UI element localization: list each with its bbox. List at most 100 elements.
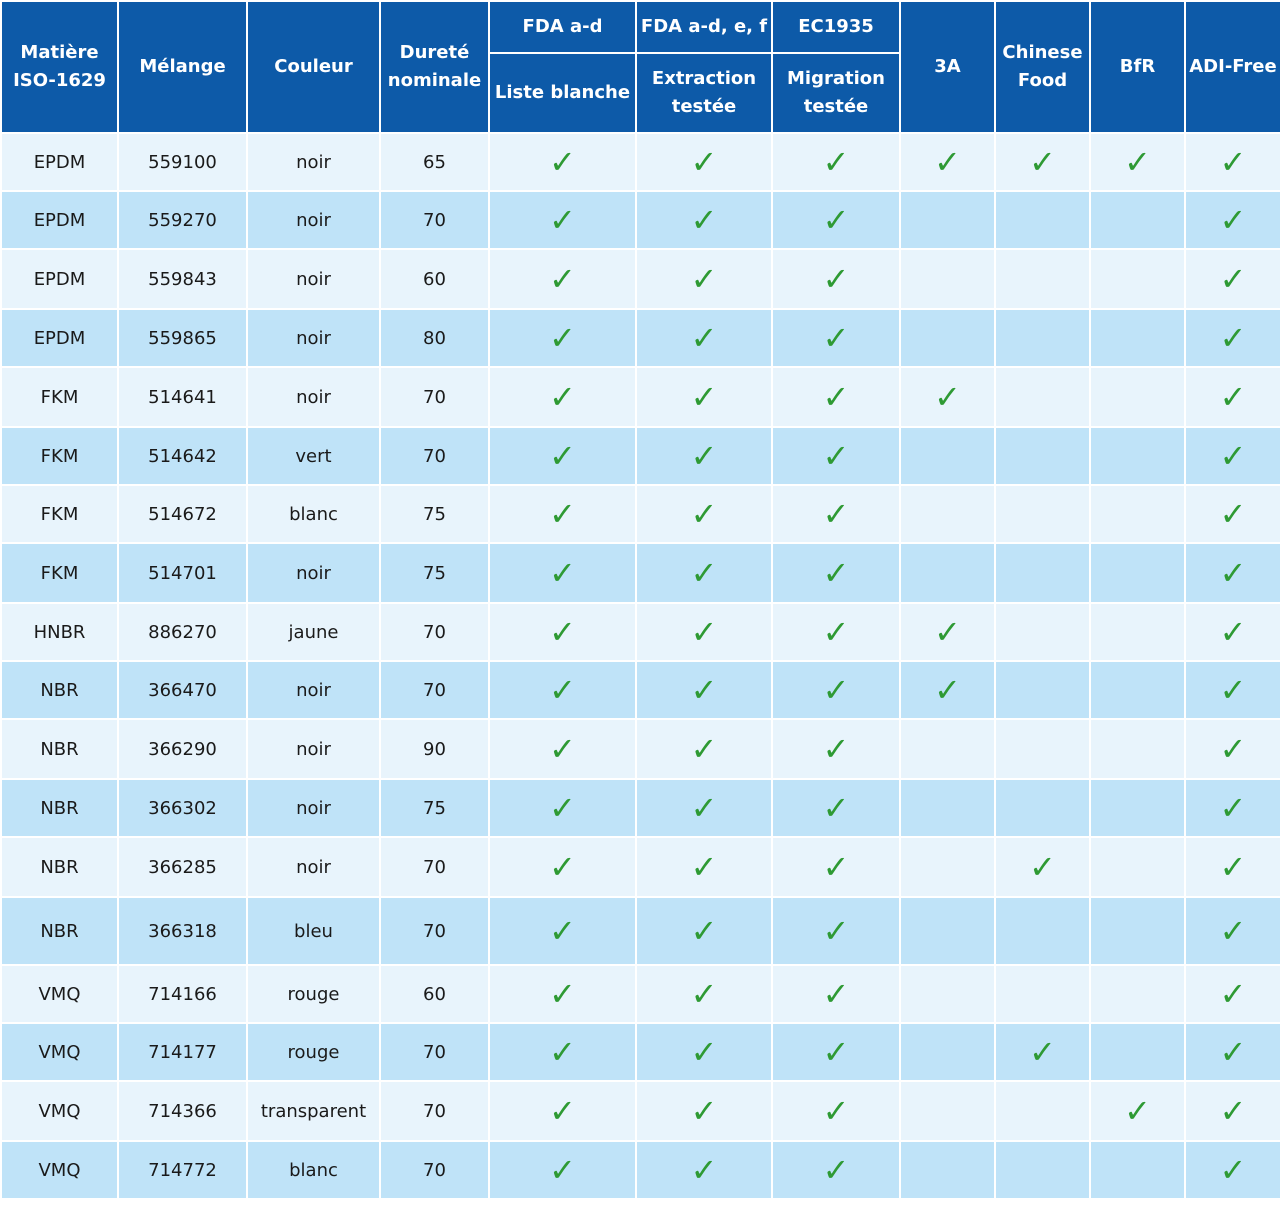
table-row: VMQ 714166 rouge 60 ✓ ✓ ✓ ✓ xyxy=(0,964,1280,1024)
cell-couleur: noir xyxy=(246,308,381,368)
cell-couleur: transparent xyxy=(246,1080,381,1142)
cell-melange: 514642 xyxy=(117,426,248,486)
checkmark-icon: ✓ xyxy=(1219,730,1247,768)
cell-ec1935: ✓ xyxy=(771,778,901,838)
cell-3a xyxy=(899,896,996,966)
cell-fda-adef: ✓ xyxy=(635,896,773,966)
cell-3a: ✓ xyxy=(899,132,996,192)
cell-adi-free: ✓ xyxy=(1184,542,1280,604)
checkmark-icon: ✓ xyxy=(690,789,718,827)
checkmark-icon: ✓ xyxy=(822,730,850,768)
cell-3a: ✓ xyxy=(899,660,996,720)
table-row: EPDM 559270 noir 70 ✓ ✓ ✓ ✓ xyxy=(0,190,1280,250)
checkmark-icon: ✓ xyxy=(1219,1033,1247,1071)
cell-matiere: EPDM xyxy=(0,308,119,368)
cell-durete: 80 xyxy=(379,308,490,368)
cell-ec1935: ✓ xyxy=(771,896,901,966)
cell-matiere: NBR xyxy=(0,778,119,838)
cell-adi-free: ✓ xyxy=(1184,896,1280,966)
cell-fda-adef: ✓ xyxy=(635,542,773,604)
cell-3a xyxy=(899,1080,996,1142)
cell-ec1935: ✓ xyxy=(771,190,901,250)
cell-durete: 60 xyxy=(379,964,490,1024)
cell-adi-free: ✓ xyxy=(1184,718,1280,780)
header-adi-free: ADI-Free xyxy=(1184,0,1280,134)
cell-melange: 366290 xyxy=(117,718,248,780)
cell-ec1935: ✓ xyxy=(771,836,901,898)
checkmark-icon: ✓ xyxy=(822,437,850,475)
table-row: HNBR 886270 jaune 70 ✓ ✓ ✓ ✓ ✓ xyxy=(0,602,1280,662)
cell-bfr xyxy=(1089,542,1186,604)
cell-bfr: ✓ xyxy=(1089,132,1186,192)
cell-chinese-food xyxy=(994,426,1091,486)
cell-fda-ad: ✓ xyxy=(488,718,637,780)
header-extraction: Extraction testée xyxy=(635,52,773,134)
table-header: Matière ISO-1629 Mélange Couleur Dureté … xyxy=(0,0,1280,134)
cell-couleur: blanc xyxy=(246,1140,381,1200)
cell-matiere: FKM xyxy=(0,542,119,604)
cell-ec1935: ✓ xyxy=(771,366,901,428)
cell-fda-ad: ✓ xyxy=(488,190,637,250)
checkmark-icon: ✓ xyxy=(934,613,961,651)
cell-matiere: EPDM xyxy=(0,190,119,250)
cell-bfr xyxy=(1089,836,1186,898)
cell-fda-ad: ✓ xyxy=(488,778,637,838)
cell-adi-free: ✓ xyxy=(1184,484,1280,544)
cell-fda-adef: ✓ xyxy=(635,366,773,428)
cell-fda-adef: ✓ xyxy=(635,132,773,192)
checkmark-icon: ✓ xyxy=(1029,848,1056,886)
cell-fda-ad: ✓ xyxy=(488,1022,637,1082)
header-fda-ad: FDA a-d xyxy=(488,0,637,54)
checkmark-icon: ✓ xyxy=(549,975,576,1013)
cell-3a xyxy=(899,426,996,486)
cell-couleur: noir xyxy=(246,778,381,838)
cell-matiere: HNBR xyxy=(0,602,119,662)
cell-adi-free: ✓ xyxy=(1184,1080,1280,1142)
cell-matiere: NBR xyxy=(0,836,119,898)
table-row: NBR 366318 bleu 70 ✓ ✓ ✓ ✓ xyxy=(0,896,1280,966)
cell-3a xyxy=(899,484,996,544)
checkmark-icon: ✓ xyxy=(690,848,718,886)
checkmark-icon: ✓ xyxy=(549,201,576,239)
cell-matiere: NBR xyxy=(0,660,119,720)
cell-ec1935: ✓ xyxy=(771,426,901,486)
cell-chinese-food: ✓ xyxy=(994,132,1091,192)
cell-fda-ad: ✓ xyxy=(488,308,637,368)
cell-melange: 514701 xyxy=(117,542,248,604)
cell-fda-ad: ✓ xyxy=(488,426,637,486)
checkmark-icon: ✓ xyxy=(690,730,718,768)
cell-bfr xyxy=(1089,718,1186,780)
cell-adi-free: ✓ xyxy=(1184,248,1280,310)
cell-durete: 75 xyxy=(379,484,490,544)
checkmark-icon: ✓ xyxy=(822,613,850,651)
checkmark-icon: ✓ xyxy=(549,319,576,357)
cell-bfr xyxy=(1089,308,1186,368)
cell-adi-free: ✓ xyxy=(1184,366,1280,428)
cell-3a xyxy=(899,836,996,898)
checkmark-icon: ✓ xyxy=(822,1033,850,1071)
checkmark-icon: ✓ xyxy=(1219,671,1247,709)
checkmark-icon: ✓ xyxy=(549,260,576,298)
cell-durete: 90 xyxy=(379,718,490,780)
cell-bfr xyxy=(1089,426,1186,486)
checkmark-icon: ✓ xyxy=(690,1092,718,1130)
cell-couleur: noir xyxy=(246,836,381,898)
checkmark-icon: ✓ xyxy=(690,613,718,651)
cell-3a xyxy=(899,1022,996,1082)
table-row: FKM 514701 noir 75 ✓ ✓ ✓ ✓ xyxy=(0,542,1280,604)
cell-fda-adef: ✓ xyxy=(635,308,773,368)
cell-fda-adef: ✓ xyxy=(635,602,773,662)
cell-bfr xyxy=(1089,484,1186,544)
cell-chinese-food xyxy=(994,1080,1091,1142)
cell-couleur: vert xyxy=(246,426,381,486)
checkmark-icon: ✓ xyxy=(1219,975,1247,1013)
cell-melange: 886270 xyxy=(117,602,248,662)
cell-melange: 514672 xyxy=(117,484,248,544)
cell-fda-adef: ✓ xyxy=(635,964,773,1024)
cell-couleur: noir xyxy=(246,132,381,192)
cell-matiere: NBR xyxy=(0,896,119,966)
cell-chinese-food xyxy=(994,308,1091,368)
cell-adi-free: ✓ xyxy=(1184,778,1280,838)
cell-melange: 714366 xyxy=(117,1080,248,1142)
cell-adi-free: ✓ xyxy=(1184,660,1280,720)
